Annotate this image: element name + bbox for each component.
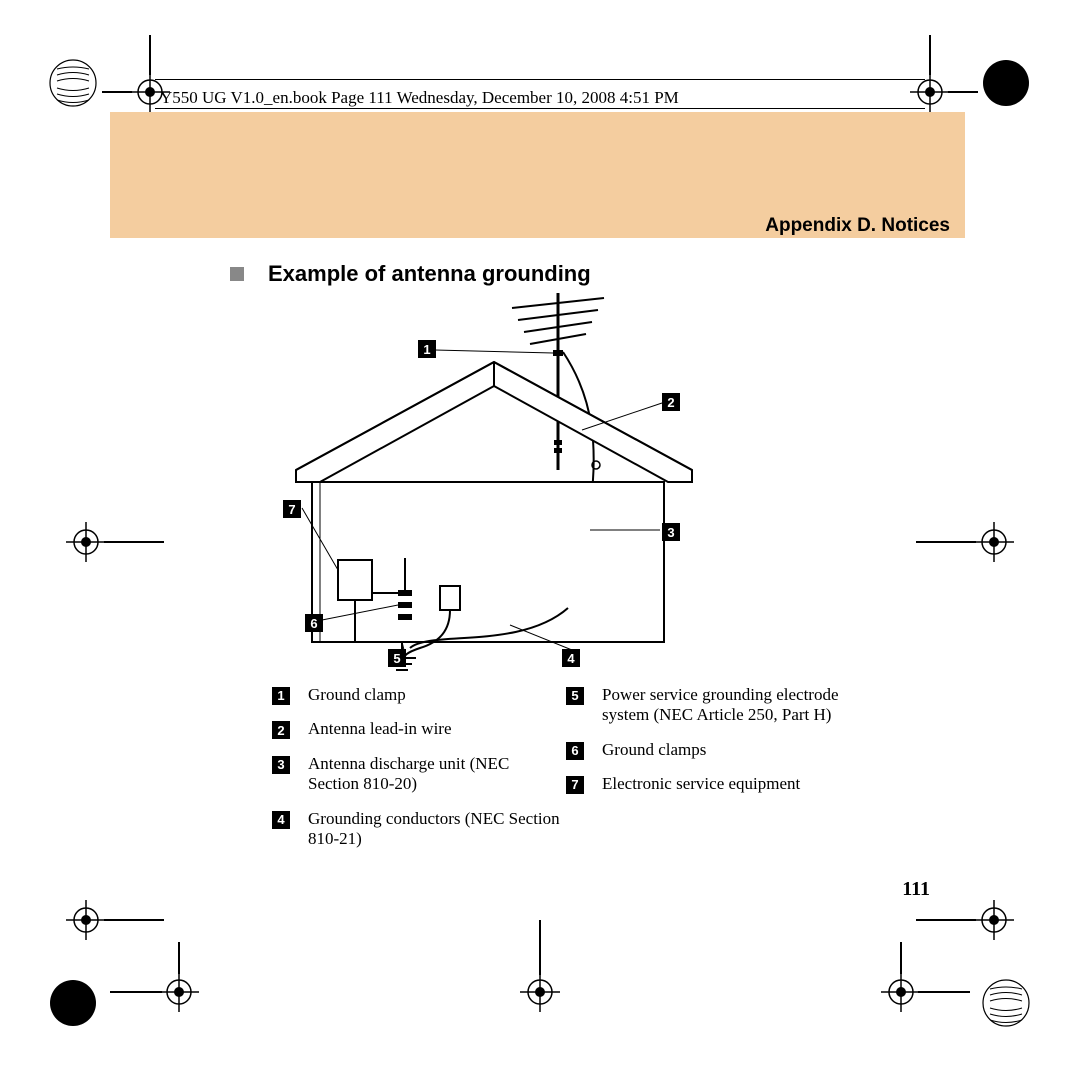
- legend-item: 1 Ground clamp: [272, 685, 562, 705]
- legend-item: 7 Electronic service equipment: [566, 774, 886, 794]
- crop-line: [900, 942, 902, 974]
- reg-mark-br: [978, 975, 1034, 1031]
- legend-item: 3 Antenna discharge unit (NEC Section 810…: [272, 754, 562, 795]
- header-rule-bottom: [155, 108, 925, 109]
- crop-line: [539, 920, 541, 975]
- appendix-title: Appendix D. Notices: [765, 215, 950, 237]
- legend-number-badge: 1: [272, 687, 290, 705]
- page-number: 111: [902, 878, 930, 901]
- crop-target: [66, 522, 106, 562]
- legend-number-badge: 4: [272, 811, 290, 829]
- crop-line: [104, 541, 164, 543]
- antenna-grounding-diagram: [280, 290, 710, 680]
- legend-number-badge: 3: [272, 756, 290, 774]
- legend-number-badge: 5: [566, 687, 584, 705]
- legend-item: 2 Antenna lead-in wire: [272, 719, 562, 739]
- crop-target: [881, 972, 921, 1012]
- header-text: Y550 UG V1.0_en.book Page 111 Wednesday,…: [160, 88, 679, 108]
- section-title: Example of antenna grounding: [268, 261, 591, 287]
- crop-target: [66, 900, 106, 940]
- crop-line: [918, 991, 970, 993]
- reg-dot: [50, 980, 96, 1026]
- crop-line: [102, 91, 132, 93]
- legend-number-badge: 7: [566, 776, 584, 794]
- reg-mark-tl: [45, 55, 101, 111]
- crop-line: [948, 91, 978, 93]
- reg-dot: [983, 60, 1029, 106]
- diagram-callout-badge: 3: [662, 523, 680, 541]
- diagram-callout-badge: 6: [305, 614, 323, 632]
- crop-target: [159, 972, 199, 1012]
- header-rule-top: [155, 79, 925, 80]
- crop-target: [974, 522, 1014, 562]
- crop-line: [929, 35, 931, 75]
- crop-line: [110, 991, 162, 993]
- legend-item: 4 Grounding conductors (NEC Section 810-2…: [272, 809, 562, 850]
- legend-item: 5 Power service grounding electrode syste…: [566, 685, 886, 726]
- crop-target: [974, 900, 1014, 940]
- crop-line: [178, 942, 180, 974]
- section-heading-row: Example of antenna grounding: [230, 261, 591, 287]
- diagram-callout-badge: 1: [418, 340, 436, 358]
- legend-text: Power service grounding electrode system…: [602, 685, 886, 726]
- legend-text: Ground clamps: [602, 740, 706, 760]
- crop-line: [149, 35, 151, 75]
- crop-line: [104, 919, 164, 921]
- diagram-callout-badge: 5: [388, 649, 406, 667]
- diagram-callout-badge: 4: [562, 649, 580, 667]
- legend-number-badge: 2: [272, 721, 290, 739]
- legend-number-badge: 6: [566, 742, 584, 760]
- diagram-callout-badge: 2: [662, 393, 680, 411]
- legend-text: Grounding conductors (NEC Section 810-21…: [308, 809, 562, 850]
- section-bullet-icon: [230, 267, 244, 281]
- legend-text: Ground clamp: [308, 685, 406, 705]
- crop-line: [916, 919, 976, 921]
- diagram-callout-badge: 7: [283, 500, 301, 518]
- crop-target: [910, 72, 950, 112]
- legend-item: 6 Ground clamps: [566, 740, 886, 760]
- legend-text: Antenna lead-in wire: [308, 719, 452, 739]
- crop-line: [916, 541, 976, 543]
- crop-target: [520, 972, 560, 1012]
- legend-text: Antenna discharge unit (NEC Section 810-…: [308, 754, 562, 795]
- legend-text: Electronic service equipment: [602, 774, 800, 794]
- legend: 1 Ground clamp 2 Antenna lead-in wire 3 Anten…: [272, 685, 892, 863]
